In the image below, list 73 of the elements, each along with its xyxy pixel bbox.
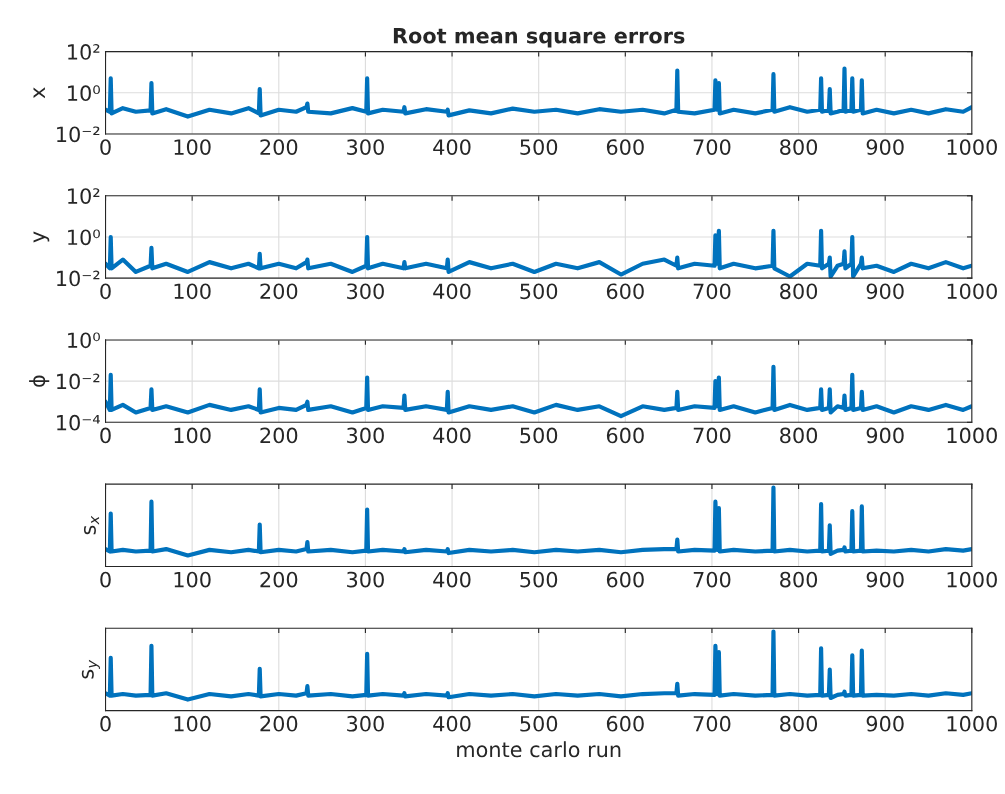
x-tick-label: 500 [520,283,558,300]
y-tick-label: 10⁻² [57,373,100,390]
x-tick-label: 1000 [947,715,997,732]
x-tick-label: 0 [100,283,111,300]
x-tick-label: 300 [347,139,384,155]
x-tick-label: 0 [100,427,111,444]
x-axis-title: monte carlo run [457,741,621,758]
x-tick-label: 800 [780,715,818,732]
x-tick-label: 300 [347,715,384,732]
x-tick-label: 900 [866,427,904,444]
x-tick-label: 400 [433,715,471,732]
x-tick-label: 200 [260,139,298,155]
y-tick-label: 10⁰ [68,229,100,246]
y-axis-title: s$_{y}$ [81,659,100,679]
x-tick-label: 900 [866,715,904,732]
x-tick-label: 300 [347,283,384,300]
y-tick-label: 10⁰ [68,332,100,349]
x-tick-label: 700 [693,571,731,588]
y-axis-title: s$_{x}$ [83,515,100,535]
x-tick-label: 1000 [947,283,997,300]
line-series [105,66,972,119]
x-tick-label: 0 [100,715,111,732]
x-tick-label: 800 [780,427,818,444]
x-tick-label: 600 [606,283,644,300]
y-tick-label: 10² [68,188,100,204]
x-tick-label: 600 [606,139,644,155]
x-tick-label: 500 [520,139,558,155]
x-tick-label: 1000 [947,427,997,444]
x-tick-label: 900 [866,571,904,588]
x-tick-label: 400 [433,139,471,155]
x-tick-label: 100 [174,715,211,732]
y-tick-label: 10² [68,44,100,60]
y-axis-title: ϕ [29,375,50,387]
x-tick-label: 900 [866,139,904,155]
x-tick-label: 200 [260,427,298,444]
x-tick-label: 800 [780,283,818,300]
x-tick-label: 300 [347,427,384,444]
x-tick-label: 600 [606,571,644,588]
y-tick-label: 10⁰ [68,85,100,102]
x-tick-label: 600 [606,715,644,732]
x-tick-label: 1000 [947,139,997,155]
x-tick-label: 200 [260,715,298,732]
y-tick-label: 10⁻² [57,126,100,143]
x-tick-label: 500 [520,715,558,732]
x-tick-label: 400 [433,427,471,444]
x-tick-label: 700 [693,427,731,444]
x-tick-label: 800 [780,571,818,588]
x-tick-label: 300 [347,571,384,588]
x-tick-label: 400 [433,283,471,300]
x-tick-label: 400 [433,571,471,588]
x-tick-label: 100 [174,139,211,155]
y-axis-title: y [33,231,50,243]
x-tick-label: 100 [174,571,211,588]
x-tick-label: 0 [100,571,111,588]
x-tick-label: 100 [174,283,211,300]
x-tick-label: 200 [260,571,298,588]
y-tick-label: 10⁻² [57,270,100,287]
x-tick-label: 700 [693,715,731,732]
line-series [105,364,972,419]
x-tick-label: 100 [174,427,211,444]
x-tick-label: 900 [866,283,904,300]
x-tick-label: 500 [520,427,558,444]
x-tick-label: 700 [693,283,731,300]
chart-title: Root mean square errors [393,28,685,48]
x-tick-label: 600 [606,427,644,444]
y-tick-label: 10⁻⁴ [57,414,100,431]
x-tick-label: 500 [520,571,558,588]
x-tick-label: 200 [260,283,298,300]
y-axis-title: x [33,87,45,99]
x-tick-label: 800 [780,139,818,155]
x-tick-label: 700 [693,139,731,155]
x-tick-label: 1000 [947,571,997,588]
x-tick-label: 0 [100,139,111,155]
